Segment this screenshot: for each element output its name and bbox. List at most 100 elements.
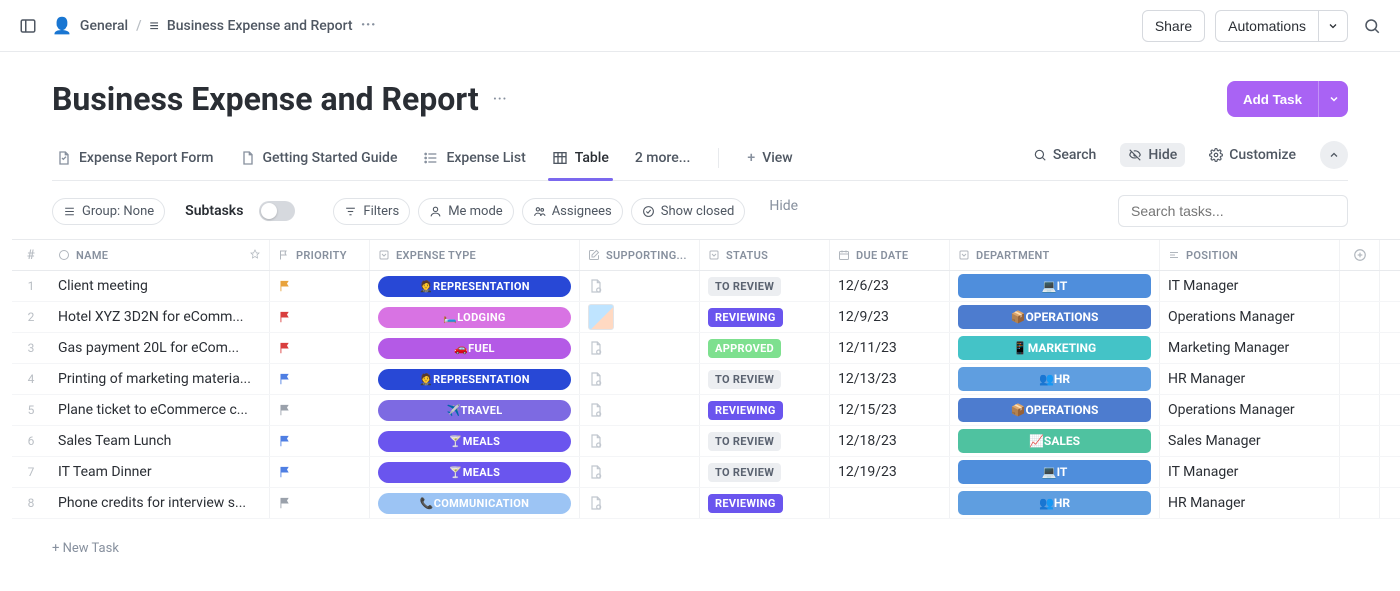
cell-department[interactable]: 💻IT (950, 457, 1160, 487)
tab-expense-list[interactable]: Expense List (419, 140, 529, 180)
cell-supporting[interactable] (580, 395, 700, 425)
add-task-caret[interactable] (1318, 81, 1348, 117)
cell-expense-type[interactable]: 🍸MEALS (370, 426, 580, 456)
cell-position[interactable]: IT Manager (1160, 457, 1340, 487)
cell-priority[interactable] (270, 395, 370, 425)
filters-pill[interactable]: Filters (333, 198, 410, 225)
more-icon[interactable]: ··· (361, 15, 376, 36)
cell-name[interactable]: Hotel XYZ 3D2N for eComm... (50, 302, 270, 332)
cell-status[interactable]: REVIEWING (700, 488, 830, 518)
table-row[interactable]: 5Plane ticket to eCommerce c...✈️TRAVELR… (12, 395, 1400, 426)
cell-due-date[interactable]: 12/19/23 (830, 457, 950, 487)
attachment-icon[interactable] (588, 278, 604, 294)
table-row[interactable]: 2Hotel XYZ 3D2N for eComm...🛏️LODGINGREV… (12, 302, 1400, 333)
cell-supporting[interactable] (580, 364, 700, 394)
cell-expense-type[interactable]: 🤵REPRESENTATION (370, 364, 580, 394)
cell-position[interactable]: IT Manager (1160, 271, 1340, 301)
cell-expense-type[interactable]: 🤵REPRESENTATION (370, 271, 580, 301)
global-search-icon[interactable] (1358, 12, 1386, 40)
page-name[interactable]: Business Expense and Report (167, 18, 353, 34)
attachment-icon[interactable] (588, 433, 604, 449)
hide-button[interactable]: Hide (1120, 143, 1185, 167)
cell-department[interactable]: 👥HR (950, 364, 1160, 394)
cell-priority[interactable] (270, 271, 370, 301)
cell-due-date[interactable]: 12/15/23 (830, 395, 950, 425)
cell-status[interactable]: REVIEWING (700, 302, 830, 332)
tab-table[interactable]: Table (548, 140, 613, 180)
attachment-icon[interactable] (588, 495, 604, 511)
cell-status[interactable]: APPROVED (700, 333, 830, 363)
cell-position[interactable]: HR Manager (1160, 364, 1340, 394)
col-department[interactable]: DEPARTMENT (950, 240, 1160, 270)
cell-priority[interactable] (270, 457, 370, 487)
attachment-icon[interactable] (588, 340, 604, 356)
attachment-icon[interactable] (588, 402, 604, 418)
workspace-name[interactable]: General (80, 18, 128, 34)
cell-name[interactable]: IT Team Dinner (50, 457, 270, 487)
cell-status[interactable]: TO REVIEW (700, 364, 830, 394)
cell-department[interactable]: 📈SALES (950, 426, 1160, 456)
assignees-pill[interactable]: Assignees (522, 198, 623, 225)
cell-status[interactable]: TO REVIEW (700, 271, 830, 301)
cell-department[interactable]: 💻IT (950, 271, 1160, 301)
cell-status[interactable]: TO REVIEW (700, 457, 830, 487)
title-more-icon[interactable]: ··· (493, 89, 507, 110)
table-row[interactable]: 4Printing of marketing materia...🤵REPRES… (12, 364, 1400, 395)
cell-expense-type[interactable]: 🚗FUEL (370, 333, 580, 363)
attachment-icon[interactable] (588, 464, 604, 480)
cell-priority[interactable] (270, 488, 370, 518)
cell-name[interactable]: Phone credits for interview s... (50, 488, 270, 518)
cell-expense-type[interactable]: 🛏️LODGING (370, 302, 580, 332)
cell-priority[interactable] (270, 426, 370, 456)
cell-priority[interactable] (270, 333, 370, 363)
cell-supporting[interactable] (580, 302, 700, 332)
table-row[interactable]: 1Client meeting🤵REPRESENTATIONTO REVIEW1… (12, 271, 1400, 302)
cell-supporting[interactable] (580, 488, 700, 518)
share-button[interactable]: Share (1142, 10, 1205, 42)
col-priority[interactable]: PRIORITY (270, 240, 370, 270)
cell-name[interactable]: Gas payment 20L for eCom... (50, 333, 270, 363)
col-supporting[interactable]: SUPPORTING... (580, 240, 700, 270)
tab-more[interactable]: 2 more... (631, 140, 695, 180)
table-row[interactable]: 3Gas payment 20L for eCom...🚗FUELAPPROVE… (12, 333, 1400, 364)
cell-position[interactable]: HR Manager (1160, 488, 1340, 518)
cell-position[interactable]: Operations Manager (1160, 302, 1340, 332)
toolbar-hide-button[interactable]: Hide (769, 198, 798, 225)
search-tasks-input[interactable] (1118, 195, 1348, 227)
cell-priority[interactable] (270, 364, 370, 394)
col-index[interactable]: # (12, 240, 50, 270)
add-column-button[interactable] (1340, 240, 1380, 270)
cell-name[interactable]: Printing of marketing materia... (50, 364, 270, 394)
cell-department[interactable]: 📦OPERATIONS (950, 302, 1160, 332)
cell-name[interactable]: Plane ticket to eCommerce c... (50, 395, 270, 425)
cell-position[interactable]: Operations Manager (1160, 395, 1340, 425)
sidebar-toggle-icon[interactable] (14, 12, 42, 40)
col-position[interactable]: POSITION (1160, 240, 1340, 270)
cell-status[interactable]: TO REVIEW (700, 426, 830, 456)
cell-department[interactable]: 📦OPERATIONS (950, 395, 1160, 425)
tab-getting-started[interactable]: Getting Started Guide (236, 140, 402, 180)
collapse-icon[interactable] (1320, 141, 1348, 169)
cell-supporting[interactable] (580, 271, 700, 301)
cell-position[interactable]: Sales Manager (1160, 426, 1340, 456)
customize-button[interactable]: Customize (1201, 143, 1304, 167)
cell-supporting[interactable] (580, 426, 700, 456)
attachment-icon[interactable] (588, 371, 604, 387)
col-status[interactable]: STATUS (700, 240, 830, 270)
show-closed-pill[interactable]: Show closed (631, 198, 746, 225)
cell-supporting[interactable] (580, 457, 700, 487)
cell-due-date[interactable]: 12/11/23 (830, 333, 950, 363)
cell-due-date[interactable]: 12/6/23 (830, 271, 950, 301)
cell-department[interactable]: 📱MARKETING (950, 333, 1160, 363)
add-view-button[interactable]: + View (743, 140, 796, 180)
table-row[interactable]: 7IT Team Dinner🍸MEALSTO REVIEW12/19/23💻I… (12, 457, 1400, 488)
automations-button[interactable]: Automations (1215, 10, 1319, 42)
col-due-date[interactable]: DUE DATE (830, 240, 950, 270)
table-row[interactable]: 8Phone credits for interview s...📞COMMUN… (12, 488, 1400, 519)
cell-due-date[interactable]: 12/9/23 (830, 302, 950, 332)
search-button[interactable]: Search (1025, 143, 1104, 167)
cell-due-date[interactable] (830, 488, 950, 518)
cell-expense-type[interactable]: 🍸MEALS (370, 457, 580, 487)
me-mode-pill[interactable]: Me mode (418, 198, 514, 225)
cell-name[interactable]: Sales Team Lunch (50, 426, 270, 456)
